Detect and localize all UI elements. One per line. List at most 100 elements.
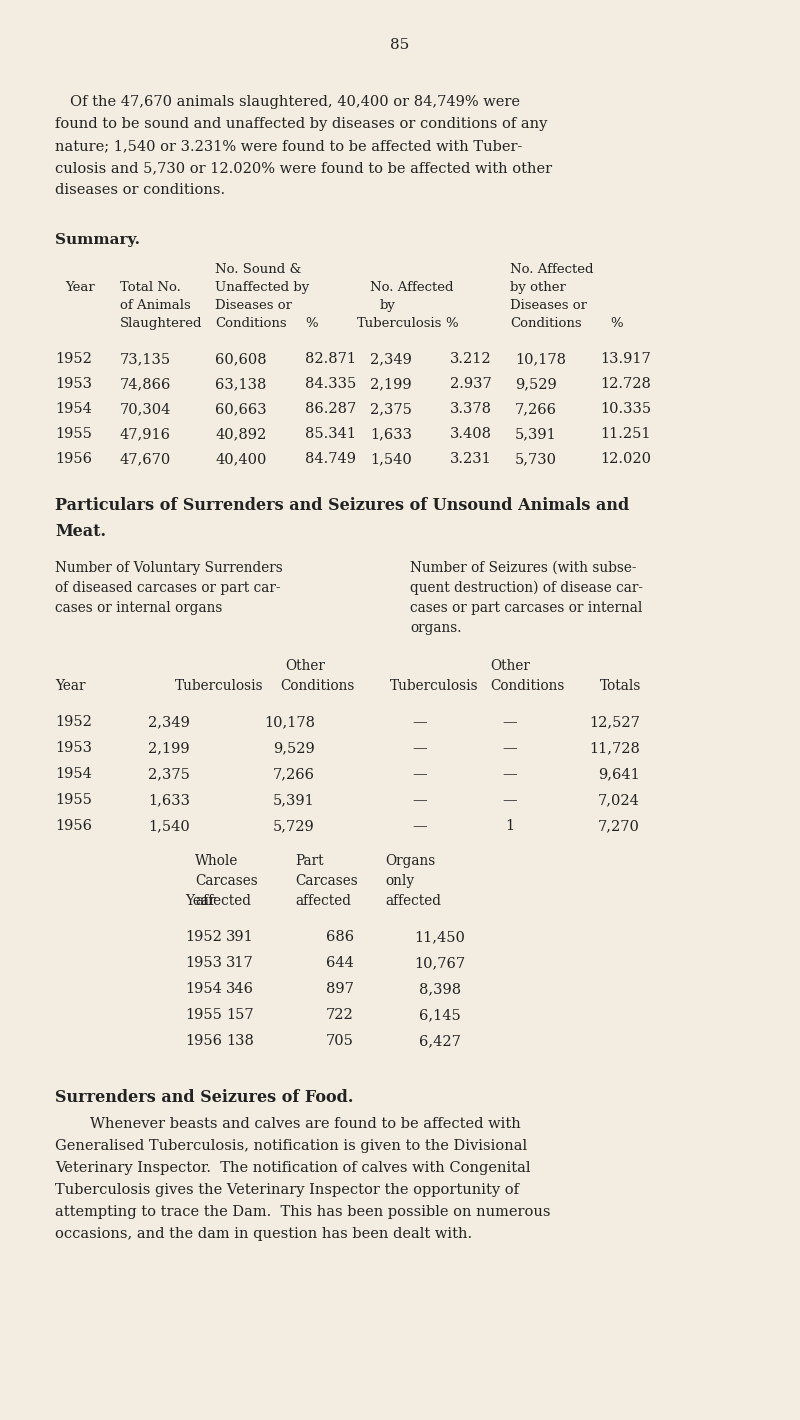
Text: 40,892: 40,892 [215,427,266,442]
Text: %: % [610,317,622,329]
Text: Veterinary Inspector.  The notification of calves with Congenital: Veterinary Inspector. The notification o… [55,1162,530,1174]
Text: 1952: 1952 [55,716,92,728]
Text: 60,663: 60,663 [215,402,266,416]
Text: 9,641: 9,641 [598,767,640,781]
Text: 12.020: 12.020 [600,452,651,466]
Text: by other: by other [510,281,566,294]
Text: 10,178: 10,178 [515,352,566,366]
Text: 74,866: 74,866 [120,376,171,390]
Text: of Animals: of Animals [120,300,190,312]
Text: Diseases or: Diseases or [510,300,587,312]
Text: 10.335: 10.335 [600,402,651,416]
Text: 84.335: 84.335 [305,376,356,390]
Text: 1953: 1953 [55,741,92,755]
Text: 138: 138 [226,1034,254,1048]
Text: 10,178: 10,178 [264,716,315,728]
Text: Tuberculosis: Tuberculosis [175,679,264,693]
Text: culosis and 5,730 or 12.020% were found to be affected with other: culosis and 5,730 or 12.020% were found … [55,160,552,175]
Text: 12,527: 12,527 [589,716,640,728]
Text: 1,540: 1,540 [148,819,190,834]
Text: 2,375: 2,375 [148,767,190,781]
Text: 70,304: 70,304 [120,402,171,416]
Text: 8,398: 8,398 [419,983,461,995]
Text: Total No.: Total No. [120,281,181,294]
Text: 7,270: 7,270 [598,819,640,834]
Text: Year: Year [185,895,215,907]
Text: organs.: organs. [410,621,462,635]
Text: Surrenders and Seizures of Food.: Surrenders and Seizures of Food. [55,1089,354,1106]
Text: 1,633: 1,633 [370,427,412,442]
Text: —: — [413,767,427,781]
Text: —: — [502,767,518,781]
Text: 1,540: 1,540 [370,452,412,466]
Text: 9,529: 9,529 [274,741,315,755]
Text: 13.917: 13.917 [600,352,650,366]
Text: Tuberculosis: Tuberculosis [357,317,442,329]
Text: Meat.: Meat. [55,523,106,540]
Text: 391: 391 [226,930,254,944]
Text: Organs: Organs [385,853,435,868]
Text: 86.287: 86.287 [305,402,356,416]
Text: Other: Other [490,659,530,673]
Text: 1954: 1954 [185,983,222,995]
Text: 1952: 1952 [55,352,92,366]
Text: %: % [305,317,318,329]
Text: Year: Year [65,281,94,294]
Text: 84.749: 84.749 [305,452,356,466]
Text: 1: 1 [506,819,514,834]
Text: Unaffected by: Unaffected by [215,281,310,294]
Text: quent destruction) of disease car-: quent destruction) of disease car- [410,581,643,595]
Text: Carcases: Carcases [195,873,258,888]
Text: 2,199: 2,199 [370,376,412,390]
Text: 11,728: 11,728 [589,741,640,755]
Text: No. Sound &: No. Sound & [215,263,302,275]
Text: 1953: 1953 [55,376,92,390]
Text: 2,349: 2,349 [370,352,412,366]
Text: 1955: 1955 [55,427,92,442]
Text: 2,199: 2,199 [148,741,190,755]
Text: 3.231: 3.231 [450,452,492,466]
Text: 2,375: 2,375 [370,402,412,416]
Text: 7,266: 7,266 [273,767,315,781]
Text: 897: 897 [326,983,354,995]
Text: 7,266: 7,266 [515,402,557,416]
Text: diseases or conditions.: diseases or conditions. [55,183,225,197]
Text: Tuberculosis: Tuberculosis [390,679,478,693]
Text: occasions, and the dam in question has been dealt with.: occasions, and the dam in question has b… [55,1227,472,1241]
Text: 6,427: 6,427 [419,1034,461,1048]
Text: nature; 1,540 or 3.231% were found to be affected with Tuber-: nature; 1,540 or 3.231% were found to be… [55,139,522,153]
Text: 705: 705 [326,1034,354,1048]
Text: Number of Seizures (with subse-: Number of Seizures (with subse- [410,561,637,575]
Text: Number of Voluntary Surrenders: Number of Voluntary Surrenders [55,561,282,575]
Text: affected: affected [295,895,351,907]
Text: 722: 722 [326,1008,354,1022]
Text: 317: 317 [226,956,254,970]
Text: 1954: 1954 [55,767,92,781]
Text: 82.871: 82.871 [305,352,356,366]
Text: 3.408: 3.408 [450,427,492,442]
Text: 85.341: 85.341 [305,427,356,442]
Text: 1953: 1953 [185,956,222,970]
Text: 11.251: 11.251 [600,427,650,442]
Text: by: by [380,300,396,312]
Text: Particulars of Surrenders and Seizures of Unsound Animals and: Particulars of Surrenders and Seizures o… [55,497,630,514]
Text: affected: affected [195,895,251,907]
Text: Whenever beasts and calves are found to be affected with: Whenever beasts and calves are found to … [90,1118,521,1130]
Text: Tuberculosis gives the Veterinary Inspector the opportunity of: Tuberculosis gives the Veterinary Inspec… [55,1183,519,1197]
Text: Conditions: Conditions [280,679,354,693]
Text: attempting to trace the Dam.  This has been possible on numerous: attempting to trace the Dam. This has be… [55,1206,550,1218]
Text: —: — [413,792,427,807]
Text: 686: 686 [326,930,354,944]
Text: Carcases: Carcases [295,873,358,888]
Text: Other: Other [285,659,325,673]
Text: of diseased carcases or part car-: of diseased carcases or part car- [55,581,281,595]
Text: Year: Year [55,679,86,693]
Text: 346: 346 [226,983,254,995]
Text: Generalised Tuberculosis, notification is given to the Divisional: Generalised Tuberculosis, notification i… [55,1139,527,1153]
Text: —: — [502,716,518,728]
Text: 60,608: 60,608 [215,352,266,366]
Text: 1,633: 1,633 [148,792,190,807]
Text: 11,450: 11,450 [414,930,466,944]
Text: 1956: 1956 [55,452,92,466]
Text: 1956: 1956 [185,1034,222,1048]
